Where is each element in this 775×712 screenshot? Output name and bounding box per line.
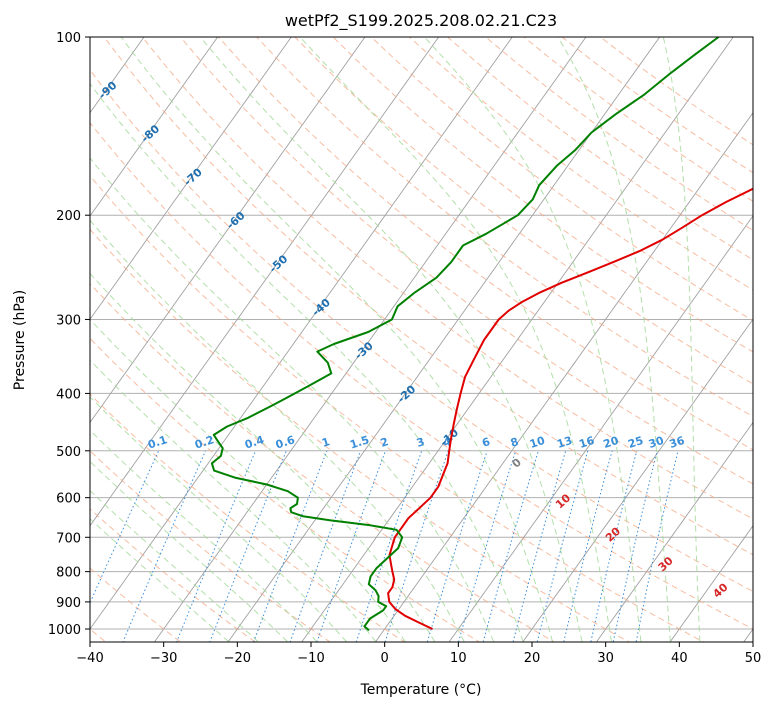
chart-title: wetPf2_S199.2025.208.02.21.C23 (285, 11, 557, 31)
x-tick-label: 10 (450, 651, 467, 666)
x-tick-label: −30 (150, 651, 177, 666)
y-tick-label: 500 (56, 445, 81, 460)
y-tick-label: 1000 (48, 623, 81, 638)
y-tick-label: 900 (56, 596, 81, 611)
x-tick-label: 0 (381, 651, 389, 666)
x-tick-label: −10 (297, 651, 324, 666)
x-axis-label: Temperature (°C) (360, 682, 482, 698)
x-tick-label: 50 (745, 651, 762, 666)
y-tick-label: 600 (56, 492, 81, 507)
x-tick-label: −20 (224, 651, 251, 666)
x-tick-label: 30 (597, 651, 614, 666)
x-tick-label: 20 (524, 651, 541, 666)
y-tick-label: 100 (56, 31, 81, 46)
x-tick-label: 40 (671, 651, 688, 666)
y-axis-label: Pressure (hPa) (12, 290, 28, 390)
y-tick-label: 800 (56, 566, 81, 581)
y-tick-label: 400 (56, 387, 81, 402)
x-tick-label: −40 (76, 651, 103, 666)
y-tick-label: 300 (56, 313, 81, 328)
y-tick-label: 700 (56, 531, 81, 546)
y-tick-label: 200 (56, 209, 81, 224)
